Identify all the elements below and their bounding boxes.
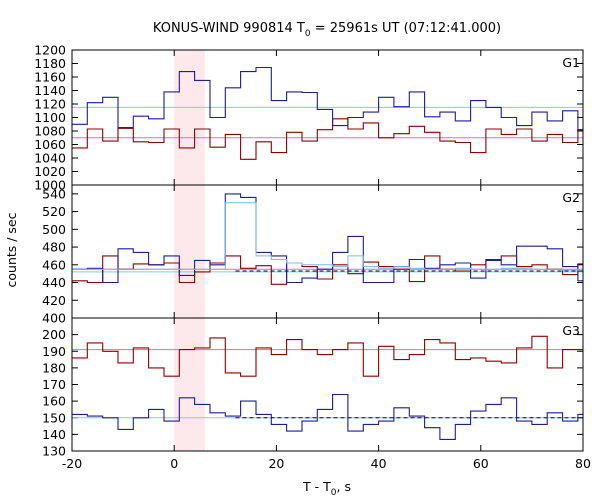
y-tick-label: 1160: [34, 70, 66, 85]
panels-group: 1000102010401060108011001120114011601180…: [34, 43, 591, 472]
y-tick-label: 140: [42, 427, 66, 442]
series-blue-g1: [72, 66, 583, 131]
x-tick-label: 40: [371, 456, 387, 471]
panel-label: G3: [562, 323, 580, 338]
y-tick-label: 1020: [34, 164, 66, 179]
y-tick-label: 180: [42, 360, 66, 375]
y-tick-label: 170: [42, 377, 66, 392]
y-tick-label: 1120: [34, 97, 66, 112]
panel-g1: 1000102010401060108011001120114011601180…: [34, 43, 584, 193]
y-tick-label: 440: [42, 275, 66, 290]
y-tick-label: 190: [42, 344, 66, 359]
x-tick-label: 0: [170, 456, 178, 471]
chart-title: KONUS-WIND 990814 T0 = 25961s UT (07:12:…: [153, 21, 501, 39]
y-tick-label: 1080: [34, 124, 66, 139]
y-tick-label: 400: [42, 311, 66, 326]
panel-frame: [71, 184, 584, 319]
x-tick-label: 20: [268, 456, 284, 471]
panel-label: G2: [562, 190, 580, 205]
y-tick-label: 200: [42, 327, 66, 342]
title-suffix: = 25961s UT (07:12:41.000): [311, 21, 501, 36]
highlight-band: [174, 185, 205, 318]
y-tick-label: 1100: [34, 110, 66, 125]
y-tick-label: 1200: [34, 43, 66, 58]
panel-label: G1: [562, 55, 580, 70]
series-zoom-g2: [72, 202, 583, 271]
y-tick-label: 420: [42, 293, 66, 308]
x-axis-label-subscript: 0: [331, 488, 337, 498]
panel-g2: 400 420 440 460 480 500 520 540 G2: [42, 184, 584, 326]
x-tick-label: 60: [473, 456, 489, 471]
y-tick-label: 1180: [34, 56, 66, 71]
highlight-band: [174, 50, 205, 185]
y-tick-label: 1000: [34, 178, 66, 193]
y-tick-label: 1040: [34, 151, 66, 166]
x-tick-label: 80: [575, 456, 591, 471]
series-blue-g3: [72, 393, 583, 440]
y-tick-label: 480: [42, 240, 66, 255]
x-axis-label-suffix: , s: [337, 479, 351, 494]
y-tick-label: 150: [42, 410, 66, 425]
x-axis-label: T - T0, s: [302, 479, 351, 498]
series-red-g3: [72, 335, 583, 377]
series-red-g1: [72, 118, 583, 160]
y-tick-label: 130: [42, 444, 66, 459]
y-axis-label: counts / sec: [4, 212, 19, 287]
y-tick-label: 500: [42, 222, 66, 237]
series-blue-g2: [72, 193, 583, 284]
y-tick-label: 540: [42, 186, 66, 201]
y-tick-label: 160: [42, 394, 66, 409]
y-tick-label: 520: [42, 204, 66, 219]
y-tick-label: 460: [42, 257, 66, 272]
x-axis-label-prefix: T - T: [302, 479, 331, 494]
title-prefix: KONUS-WIND 990814 T: [153, 21, 305, 36]
title-subscript: 0: [305, 29, 311, 39]
y-tick-label: 1140: [34, 83, 66, 98]
x-tick-label: -20: [62, 456, 82, 471]
panel-frame: [71, 317, 584, 452]
y-tick-label: 1060: [34, 137, 66, 152]
highlight-band: [174, 318, 205, 451]
